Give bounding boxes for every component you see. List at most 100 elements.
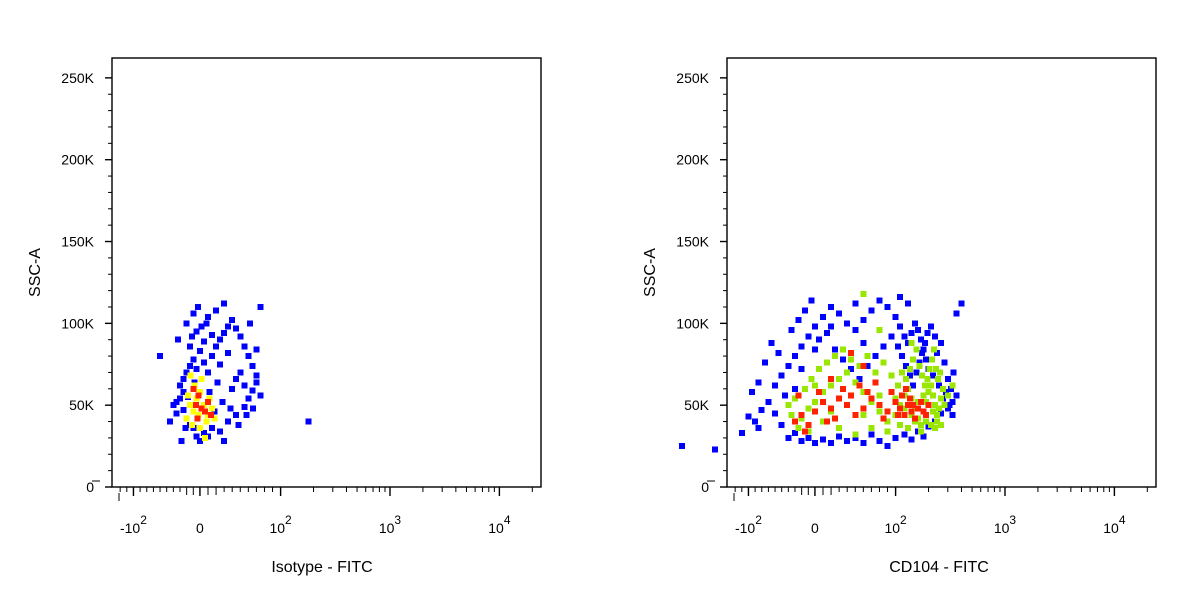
data-point-low <box>949 412 956 418</box>
data-point-low <box>679 443 685 450</box>
x-axis-title: CD104 - FITC <box>889 559 989 576</box>
data-point-high <box>820 398 826 405</box>
data-point-high <box>876 402 883 409</box>
data-point-low <box>949 398 956 405</box>
x-tick-label: 104 <box>1103 513 1126 536</box>
data-point-medium <box>901 405 908 412</box>
data-point-low <box>217 336 224 343</box>
y-axis-title: SSC-A <box>642 248 659 297</box>
data-point-low <box>762 359 769 366</box>
data-point-low <box>173 398 180 405</box>
data-point-medium <box>876 408 883 415</box>
data-point-low <box>193 328 200 335</box>
data-point-low <box>227 405 234 412</box>
data-point-medium <box>935 376 942 382</box>
data-point-medium <box>868 398 875 405</box>
data-point-low <box>245 353 252 360</box>
y-axis-title: SSC-A <box>27 248 44 297</box>
data-point-medium <box>876 392 883 399</box>
data-point-medium <box>937 369 944 376</box>
y-tick-label: 250K <box>61 70 94 86</box>
data-point-medium <box>917 421 924 428</box>
data-point-low <box>217 361 224 368</box>
data-point-low <box>905 340 912 346</box>
y-tick-label: 150K <box>676 234 709 250</box>
data-point-medium <box>811 398 818 405</box>
data-point-low <box>209 425 215 432</box>
data-point-medium <box>929 356 935 363</box>
y-tick-label: 150K <box>61 234 94 250</box>
data-point-medium <box>836 376 843 382</box>
data-point-medium <box>852 379 859 386</box>
data-point-low <box>196 438 203 445</box>
data-point-low <box>213 343 220 350</box>
data-point-low <box>880 343 887 350</box>
data-point-low <box>868 431 875 438</box>
data-point-medium <box>903 376 910 382</box>
data-point-low <box>225 323 232 330</box>
plot-frame <box>726 57 1157 488</box>
data-point-high <box>860 362 867 369</box>
data-point-medium <box>944 392 951 399</box>
data-point-medium <box>923 418 930 425</box>
data-point-low <box>938 340 944 346</box>
data-point-medium <box>905 425 912 432</box>
data-point-low <box>190 425 197 432</box>
data-point-high <box>844 402 851 409</box>
data-point-low <box>183 369 190 376</box>
data-point-low <box>944 376 951 382</box>
data-point-low <box>947 385 954 392</box>
data-point-medium <box>860 290 867 297</box>
plot-frame <box>111 57 542 488</box>
y-tick-label: 100K <box>676 315 709 331</box>
data-point-low <box>249 362 256 369</box>
data-point-medium <box>923 398 930 405</box>
data-point-medium <box>934 412 941 418</box>
data-point-low <box>253 346 260 353</box>
data-point-low <box>177 382 183 389</box>
data-point-low <box>253 372 260 379</box>
data-point-low <box>182 425 189 432</box>
data-point-medium <box>198 376 205 382</box>
data-point-high <box>194 415 201 422</box>
data-point-low <box>930 372 937 379</box>
data-point-medium <box>860 389 867 396</box>
data-point-low <box>844 320 851 327</box>
data-point-medium <box>190 408 197 415</box>
data-point-high <box>860 405 867 412</box>
data-point-low <box>820 436 826 443</box>
data-point-low <box>229 317 236 324</box>
data-point-medium <box>196 425 203 432</box>
data-point-low <box>755 379 762 386</box>
data-point-low <box>180 407 187 414</box>
data-point-medium <box>924 376 931 382</box>
data-point-high <box>911 415 918 422</box>
data-point-low <box>824 330 830 337</box>
data-point-medium <box>185 392 191 399</box>
data-point-low <box>237 333 244 340</box>
data-point-medium <box>824 359 830 366</box>
data-point-low <box>195 304 201 310</box>
data-point-low <box>305 418 312 425</box>
data-point-low <box>203 320 210 327</box>
x-axis-title: Isotype - FITC <box>271 559 372 576</box>
data-point-low <box>183 320 190 327</box>
data-point-high <box>852 412 859 418</box>
data-point-low <box>198 323 205 330</box>
data-point-low <box>189 333 195 340</box>
data-point-low <box>923 356 930 363</box>
data-point-low <box>941 359 948 366</box>
data-point-high <box>892 398 899 405</box>
data-point-medium <box>802 385 808 392</box>
data-point-medium <box>920 392 927 399</box>
data-point-low <box>177 395 183 402</box>
data-point-high <box>925 402 932 409</box>
data-point-low <box>221 300 228 307</box>
data-point-low <box>778 421 785 428</box>
data-point-low <box>782 392 788 399</box>
data-point-low <box>919 349 926 356</box>
data-point-low <box>167 418 173 425</box>
data-point-low <box>906 372 913 379</box>
data-point-medium <box>917 428 924 435</box>
data-point-low <box>180 389 187 396</box>
